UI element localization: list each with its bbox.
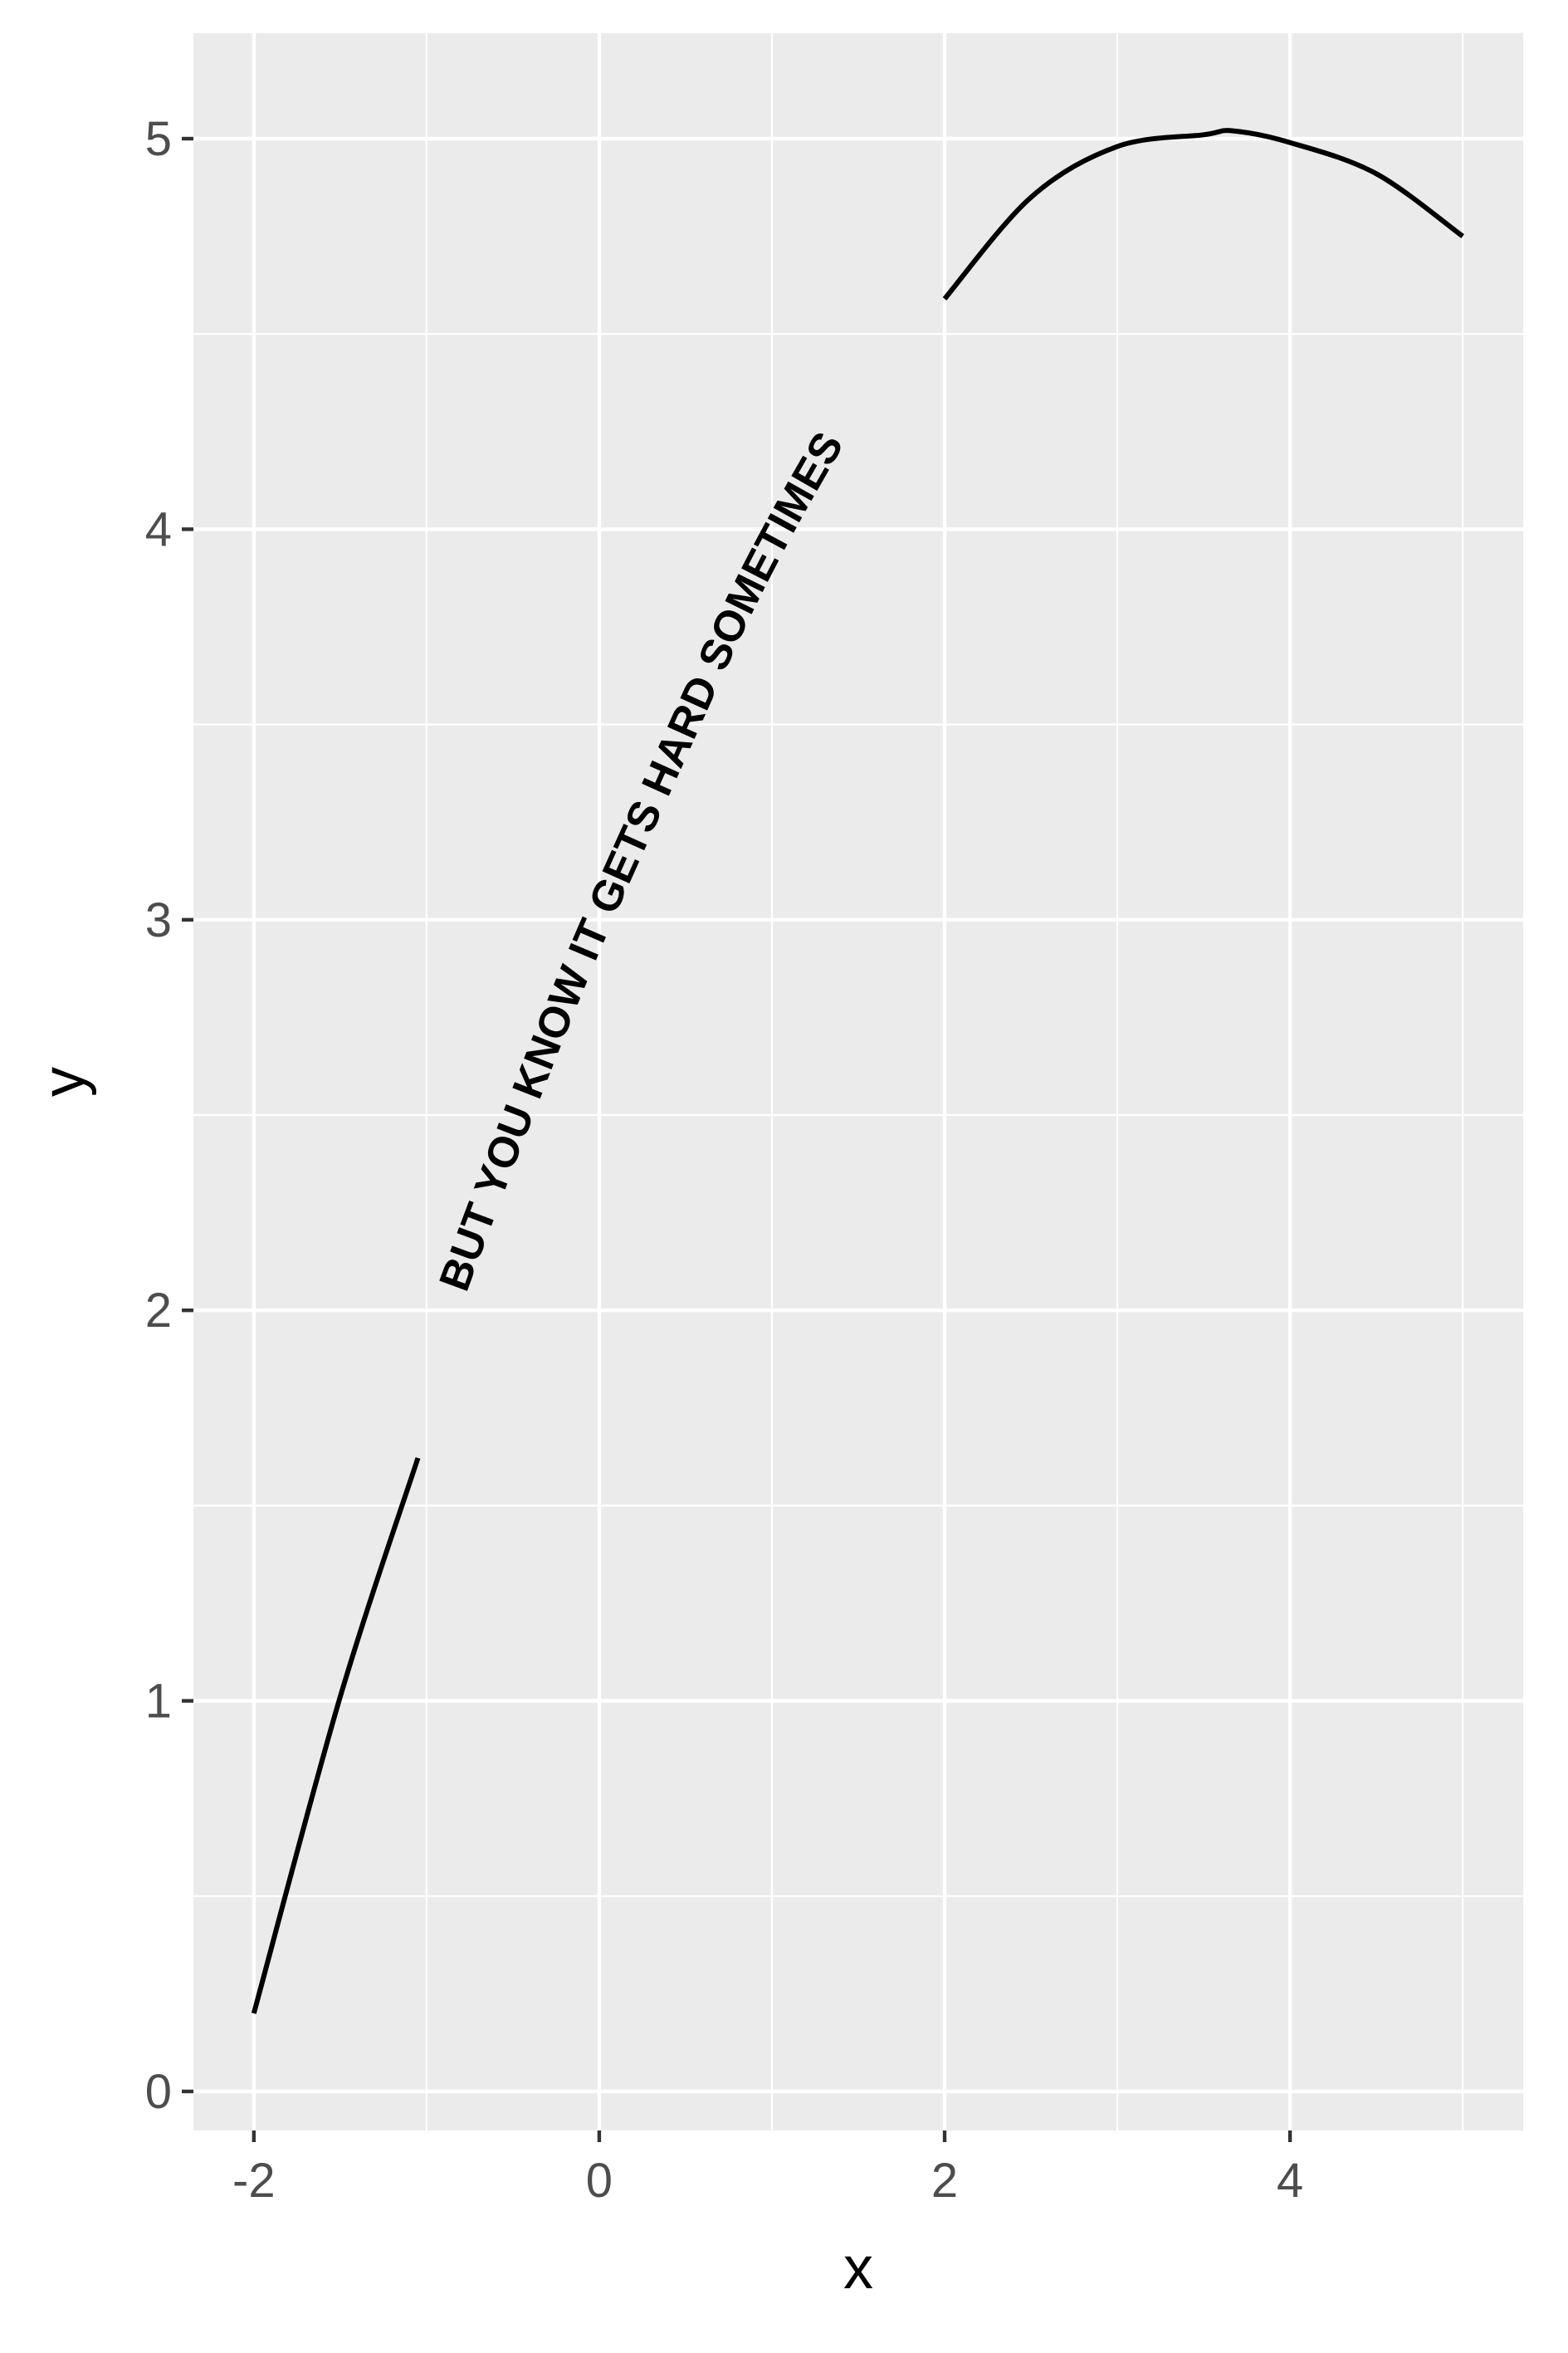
x-tick-label: 0 bbox=[586, 2154, 613, 2208]
x-tick-label: 4 bbox=[1277, 2154, 1303, 2208]
y-tick-label: 5 bbox=[145, 112, 172, 166]
y-axis-title: y bbox=[31, 1067, 97, 1097]
x-axis: -2 0 2 4 bbox=[232, 2130, 1303, 2208]
plot-panel bbox=[193, 33, 1523, 2130]
minor-gridlines bbox=[193, 33, 1523, 2130]
y-tick-label: 3 bbox=[145, 893, 172, 947]
x-tick-label: -2 bbox=[232, 2154, 276, 2208]
curve-line-right bbox=[942, 128, 1464, 301]
y-axis: 0 1 2 3 4 5 bbox=[145, 112, 193, 2119]
major-gridlines bbox=[193, 33, 1523, 2130]
curve-line-left bbox=[251, 1457, 421, 2014]
x-axis-title: x bbox=[843, 2235, 873, 2302]
y-tick-label: 0 bbox=[145, 2065, 172, 2119]
y-tick-label: 2 bbox=[145, 1284, 172, 1338]
y-tick-label: 1 bbox=[145, 1675, 172, 1729]
y-tick-label: 4 bbox=[145, 502, 172, 556]
x-tick-label: 2 bbox=[931, 2154, 958, 2208]
